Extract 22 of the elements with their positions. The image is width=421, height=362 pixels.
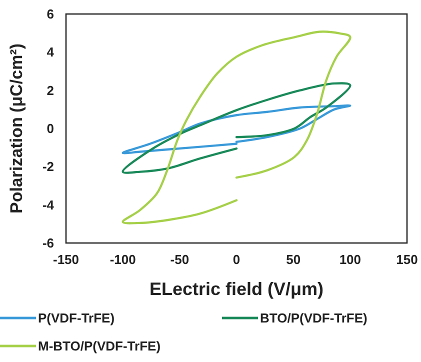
- line-series: [122, 30, 352, 224]
- y-tick-label: 4: [46, 44, 55, 60]
- y-tick-label: 0: [46, 121, 54, 136]
- y-tick-label: -6: [42, 236, 54, 251]
- x-tick-label: -100: [110, 252, 136, 267]
- x-tick-label: -150: [52, 252, 80, 267]
- y-tick-label: 6: [46, 6, 54, 22]
- legend-label: M-BTO/P(VDF-TrFE): [38, 338, 161, 354]
- x-tick-label: 0: [232, 252, 240, 267]
- legend-label: P(VDF-TrFE): [38, 310, 115, 326]
- x-axis-title: ELectric field (V/μm): [149, 279, 324, 299]
- y-tick-label: 2: [46, 82, 54, 98]
- x-tick-label: 50: [286, 252, 301, 267]
- y-axis-title: Polarization (μC/cm²): [7, 43, 26, 214]
- x-tick-label: 150: [396, 252, 418, 267]
- x-tick-label: -50: [170, 252, 190, 267]
- x-tick-label: 100: [339, 252, 362, 267]
- y-tick-label: -4: [42, 197, 55, 212]
- line-series: [122, 104, 352, 154]
- legend-label: BTO/P(VDF-TrFE): [260, 310, 368, 326]
- y-tick-label: -2: [42, 159, 54, 174]
- line-series: [122, 82, 352, 174]
